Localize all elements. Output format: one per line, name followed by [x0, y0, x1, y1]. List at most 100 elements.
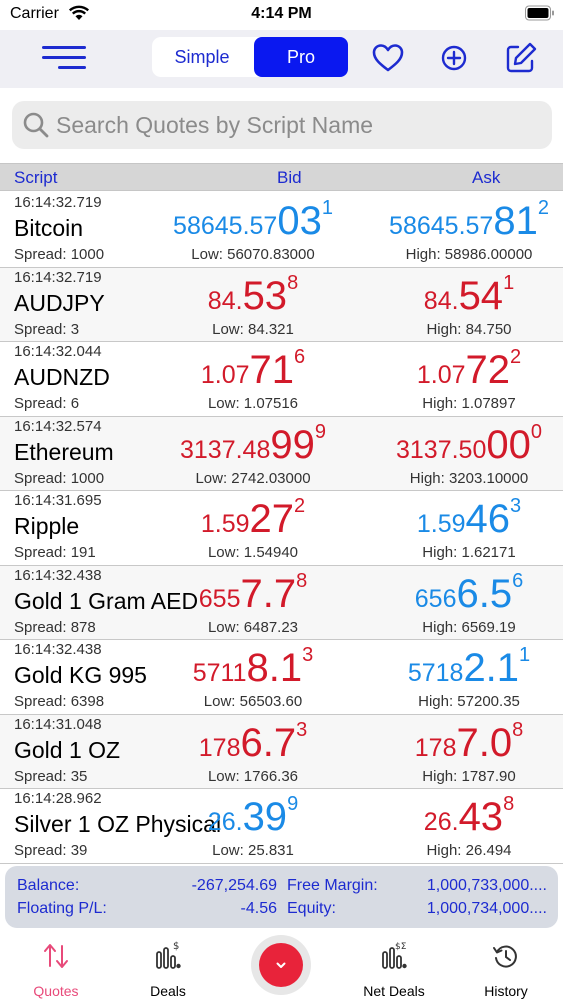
mode-simple-option[interactable]: Simple: [174, 47, 230, 67]
quote-row[interactable]: 16:14:31.695 Ripple Spread: 191 1.59272 …: [0, 491, 563, 566]
quote-symbol-name: AUDJPY: [14, 289, 105, 316]
ask-price[interactable]: 26.438: [376, 793, 562, 841]
ask-price[interactable]: 84.541: [376, 272, 562, 320]
quote-row[interactable]: 16:14:32.574 Ethereum Spread: 1000 3137.…: [0, 416, 563, 491]
quote-timestamp: 16:14:32.438: [14, 641, 102, 658]
bid-price-pip: 2: [294, 495, 306, 517]
equity-value: 1,000,734,000....: [426, 900, 547, 917]
bid-price-prefix: 178: [198, 733, 241, 762]
chevron-down-icon: [276, 962, 286, 968]
quote-row[interactable]: 16:14:32.719 Bitcoin Spread: 1000 58645.…: [0, 193, 563, 268]
ask-price[interactable]: 1.59463: [376, 495, 562, 543]
quote-timestamp: 16:14:31.695: [14, 492, 102, 509]
ask-price[interactable]: 6566.56: [376, 570, 562, 618]
quote-high: High: 84.750: [426, 320, 512, 338]
quote-timestamp: 16:14:28.962: [14, 790, 102, 807]
quote-timestamp: 16:14:32.719: [14, 194, 102, 211]
quote-row[interactable]: 16:14:32.044 AUDNZD Spread: 6 1.07716 1.…: [0, 342, 563, 417]
search-input[interactable]: [56, 107, 536, 143]
tab-quotes[interactable]: Quotes: [11, 928, 101, 1000]
quote-low: Low: 56070.83000: [191, 246, 315, 263]
mode-pro-option[interactable]: Pro: [254, 37, 348, 77]
bid-price[interactable]: 26.399: [160, 793, 346, 841]
floating-pl-label: Floating P/L:: [17, 900, 107, 917]
quote-spread: Spread: 878: [14, 618, 96, 636]
quote-symbol-name: Gold 1 Gram AED: [14, 587, 199, 614]
ask-price[interactable]: 58645.57812: [376, 197, 562, 245]
mode-segmented-control: Simple Pro: [152, 37, 348, 77]
ask-price[interactable]: 1.07722: [376, 346, 562, 394]
bid-price-pip: 3: [296, 718, 308, 741]
quote-row[interactable]: 16:14:32.438 Gold KG 995 Spread: 6398 57…: [0, 640, 563, 715]
center-action-button[interactable]: [259, 943, 303, 987]
quote-symbol-name: Bitcoin: [14, 215, 84, 241]
ask-price-main: 81: [493, 199, 538, 243]
bid-price[interactable]: 1.07716: [160, 346, 346, 394]
quote-high: High: 1.07897: [422, 395, 516, 412]
quote-symbol-name: Gold 1 OZ: [14, 736, 121, 763]
quote-row[interactable]: 16:14:32.438 Gold 1 Gram AED Spread: 878…: [0, 565, 563, 640]
arrows-up-down-icon: [44, 944, 68, 968]
tab-history[interactable]: History: [461, 928, 551, 1000]
net-deals-chart-icon: $Σ: [382, 942, 407, 969]
tab-net-deals[interactable]: $Σ Net Deals: [349, 928, 439, 1000]
ask-price-main: 54: [458, 273, 504, 318]
quote-spread: Spread: 191: [14, 544, 96, 561]
bid-price-pip: 9: [314, 420, 326, 443]
quote-spread: Spread: 3: [14, 320, 80, 338]
quote-row[interactable]: 16:14:32.719 AUDJPY Spread: 3 84.538 84.…: [0, 267, 563, 342]
add-circle-icon[interactable]: [436, 40, 472, 76]
ask-price-prefix: 58645.57: [389, 212, 494, 240]
ask-price-main: 2.1: [463, 646, 520, 690]
bid-price-pip: 1: [321, 197, 333, 219]
menu-button[interactable]: [40, 42, 88, 74]
ask-price[interactable]: 57182.11: [376, 644, 562, 692]
bid-price-prefix: 84.: [207, 286, 243, 315]
ask-price-main: 43: [458, 795, 504, 839]
ask-price[interactable]: 1787.08: [376, 719, 562, 767]
bid-price[interactable]: 6557.78: [160, 570, 346, 618]
bid-price-prefix: 1.59: [200, 510, 250, 538]
quote-spread: Spread: 1000: [14, 246, 105, 263]
menu-icon: [42, 46, 86, 49]
bid-price[interactable]: 1786.73: [160, 719, 346, 767]
bid-price[interactable]: 58645.57031: [160, 197, 346, 245]
quote-low: Low: 25.831: [212, 842, 294, 859]
quote-symbol-name: Gold KG 995: [14, 662, 147, 688]
quote-spread: Spread: 1000: [14, 469, 105, 487]
quote-row[interactable]: 16:14:28.962 Silver 1 OZ Physical Spread…: [0, 789, 563, 864]
free-margin-label: Free Margin:: [287, 877, 378, 894]
quote-low: Low: 56503.60: [203, 693, 303, 710]
quote-high: High: 1.62171: [422, 544, 516, 561]
bid-price-main: 99: [270, 422, 315, 467]
ask-price-main: 6.5: [456, 571, 513, 616]
quote-low: Low: 84.321: [212, 320, 294, 338]
ask-price-prefix: 178: [414, 733, 457, 762]
bid-price[interactable]: 1.59272: [160, 495, 346, 543]
heart-icon[interactable]: [370, 40, 406, 76]
bid-price[interactable]: 84.538: [160, 272, 346, 320]
bid-price-pip: 9: [287, 793, 299, 815]
bid-price-main: 39: [242, 795, 288, 839]
ask-price-pip: 6: [512, 569, 524, 592]
quote-symbol-name: Silver 1 OZ Physical: [14, 811, 222, 837]
ask-price[interactable]: 3137.50000: [376, 421, 562, 469]
quote-spread: Spread: 39: [14, 842, 88, 859]
tab-net-deals-label: Net Deals: [363, 983, 425, 999]
quote-low: Low: 1.54940: [207, 544, 299, 561]
bid-price-prefix: 5711: [192, 659, 247, 687]
bid-price-pip: 8: [296, 569, 308, 592]
quote-row[interactable]: 16:14:31.048 Gold 1 OZ Spread: 35 1786.7…: [0, 714, 563, 789]
search-bar: [12, 101, 552, 149]
clock: 4:14 PM: [251, 5, 312, 22]
quote-high: High: 26.494: [426, 842, 512, 859]
tab-deals[interactable]: $ Deals: [123, 928, 213, 1000]
bid-price[interactable]: 57118.13: [160, 644, 346, 692]
column-header-bid: Bid: [277, 168, 302, 187]
edit-icon[interactable]: [503, 40, 539, 76]
deals-chart-icon: $: [156, 941, 181, 969]
ask-price-prefix: 1.59: [416, 510, 466, 538]
free-margin-value: 1,000,733,000....: [426, 877, 547, 894]
bid-price-main: 27: [249, 497, 295, 541]
bid-price[interactable]: 3137.48999: [160, 421, 346, 469]
